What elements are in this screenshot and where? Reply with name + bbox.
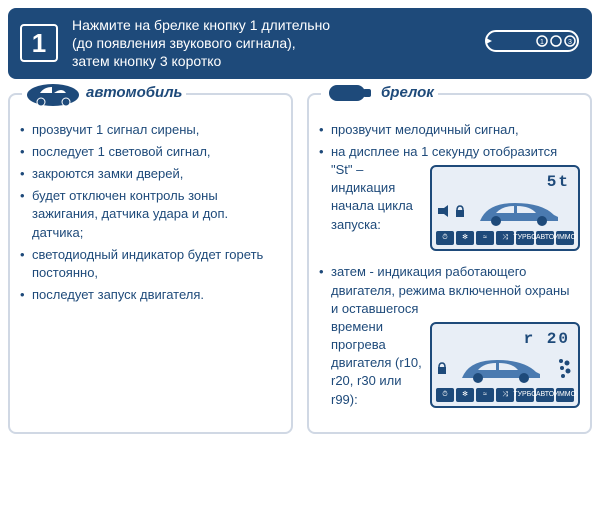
status-icon: ⏱ (436, 388, 454, 402)
status-icon: АВТО (536, 231, 554, 245)
car-silhouette-icon (470, 195, 570, 227)
keyfob-column: брелок прозвучит мелодичный сигнал, на д… (307, 93, 592, 435)
keyfob-column-title: брелок (381, 84, 434, 101)
status-icon: ИММО (556, 231, 574, 245)
car-list: прозвучит 1 сигнал сирены, последует 1 с… (20, 121, 281, 305)
car-silhouette-icon (452, 352, 552, 384)
status-icon: ИММО (556, 388, 574, 402)
svg-text:1: 1 (540, 39, 544, 46)
item-text: времени прогрева двигателя (r10, r20, r3… (331, 319, 422, 407)
lcd-value: r 20 (436, 328, 574, 350)
keyfob-column-content: прозвучит мелодичный сигнал, на дисплее … (319, 121, 580, 417)
keyfob-icon: 1 3 (484, 21, 580, 66)
keyfob-header-icon (325, 79, 375, 107)
st-label: "St" – (331, 162, 363, 177)
lock-icon (454, 204, 466, 218)
list-item: последует 1 световой сигнал, (20, 143, 281, 161)
status-icon: ✻ (456, 388, 474, 402)
list-item: закроются замки дверей, (20, 165, 281, 183)
lcd-value: 5t (436, 171, 574, 193)
status-icon: ТУРБО (516, 388, 534, 402)
lcd-screen-1: 5t (430, 165, 580, 251)
svg-text:3: 3 (568, 39, 572, 46)
instruction-line-1: Нажмите на брелке кнопку 1 длительно (72, 17, 330, 33)
list-item: светодиодный индикатор будет гореть пост… (20, 246, 281, 282)
status-icon: ≈ (476, 388, 494, 402)
status-icon: ✻ (456, 231, 474, 245)
list-item: затем - индикация работающего двигателя,… (319, 263, 580, 416)
instruction-line-2: (до появления звукового сигнала), (72, 35, 296, 51)
step-number: 1 (20, 24, 58, 62)
status-icon: ⏱ (436, 231, 454, 245)
keyfob-column-header: брелок (321, 79, 438, 107)
status-icon: АВТО (536, 388, 554, 402)
lcd-mid-row (436, 350, 574, 386)
item-text: на дисплее на 1 секунду отобразится (331, 144, 557, 159)
status-icon: ≈ (476, 231, 494, 245)
list-item: будет отключен контроль зоны зажигания, … (20, 187, 281, 242)
list-item: прозвучит 1 сигнал сирены, (20, 121, 281, 139)
list-item: последует запуск двигателя. (20, 286, 281, 304)
columns: автомобиль прозвучит 1 сигнал сирены, по… (8, 93, 592, 435)
car-column-header: автомобиль (22, 79, 186, 107)
instruction-line-3: затем кнопку 3 коротко (72, 53, 221, 69)
car-column-content: прозвучит 1 сигнал сирены, последует 1 с… (20, 121, 281, 305)
lcd-screen-2: r 20 (430, 322, 580, 408)
step-instruction: Нажмите на брелке кнопку 1 длительно (до… (72, 16, 476, 71)
list-item: прозвучит мелодичный сигнал, (319, 121, 580, 139)
lcd-icon-row: ⏱ ✻ ≈ ⤨ ТУРБО АВТО ИММО (436, 231, 574, 245)
status-icon: ТУРБО (516, 231, 534, 245)
step-header: 1 Нажмите на брелке кнопку 1 длительно (… (8, 8, 592, 79)
siren-icon (436, 204, 450, 218)
list-item: на дисплее на 1 секунду отобразится "St"… (319, 143, 580, 260)
item-text: затем - индикация работающего двигателя,… (331, 264, 569, 315)
lcd-mid-row (436, 193, 574, 229)
lcd-icon-row: ⏱ ✻ ≈ ⤨ ТУРБО АВТО ИММО (436, 388, 574, 402)
car-column: автомобиль прозвучит 1 сигнал сирены, по… (8, 93, 293, 435)
status-icon: ⤨ (496, 388, 514, 402)
car-column-title: автомобиль (86, 84, 182, 101)
item-text: индикация начала цикла запуска: (331, 180, 413, 231)
lock-icon (436, 361, 448, 375)
exhaust-icon (556, 356, 572, 380)
car-icon (26, 79, 80, 107)
status-icon: ⤨ (496, 231, 514, 245)
